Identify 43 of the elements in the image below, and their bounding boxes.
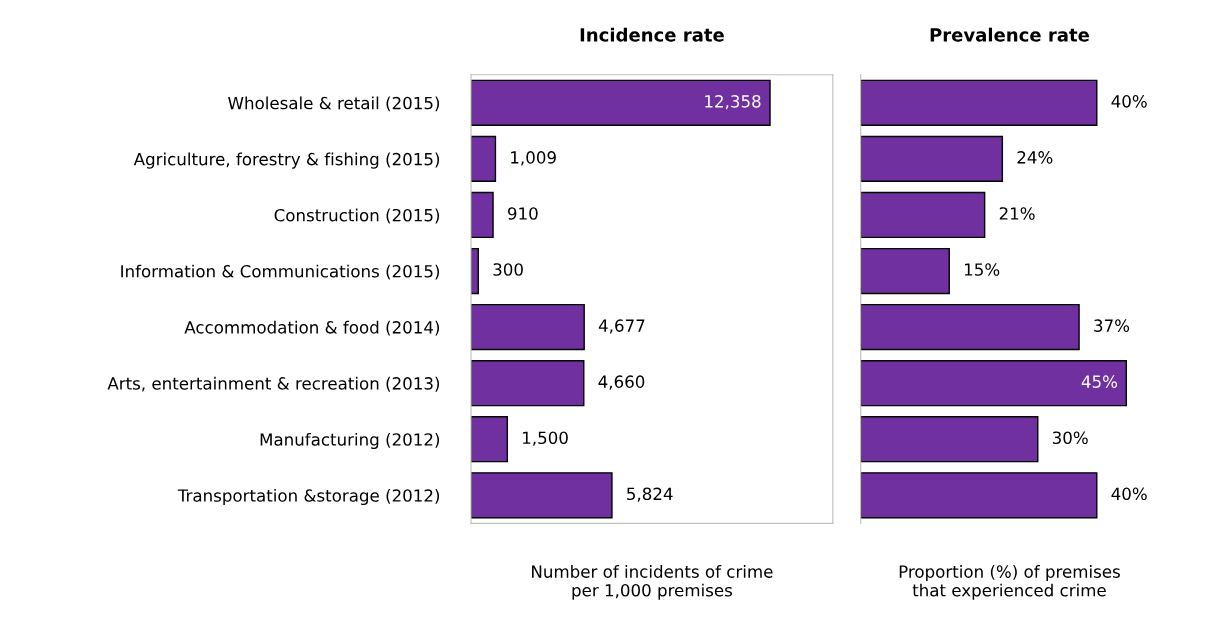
- bar: [471, 416, 509, 463]
- y-tick-label: Arts, entertainment & recreation (2013): [107, 376, 440, 392]
- bar: [471, 135, 497, 182]
- data-label: 40%: [1111, 487, 1147, 501]
- data-label: 12,358: [705, 95, 761, 110]
- bar: [471, 191, 494, 239]
- chart-title: Incidence rate: [580, 27, 724, 42]
- bar: [860, 303, 1080, 351]
- y-tick-label: Accommodation & food (2014): [184, 320, 440, 336]
- y-tick-label: Agriculture, forestry & fishing (2015): [133, 152, 440, 169]
- data-label: 4,660: [598, 375, 645, 390]
- bar: [471, 472, 613, 519]
- data-label: 1,009: [511, 151, 556, 166]
- bar: [471, 79, 771, 126]
- bar: [860, 416, 1039, 463]
- chart-title: Prevalence rate: [930, 27, 1089, 42]
- bar: [471, 303, 585, 351]
- bar: [860, 135, 1004, 182]
- data-label: 910: [507, 207, 538, 220]
- bar: [860, 360, 1127, 407]
- bar: [860, 247, 950, 295]
- bar: [860, 472, 1098, 519]
- data-label: 45%: [1081, 375, 1118, 388]
- data-label: 15%: [964, 263, 1000, 276]
- x-axis-title: Proportion (%) of premises that experienced crime: [899, 564, 1120, 600]
- data-label: 30%: [1052, 431, 1088, 445]
- data-label: 24%: [1017, 151, 1053, 164]
- data-label: 300: [493, 263, 523, 276]
- data-label: 37%: [1094, 319, 1130, 332]
- data-label: 21%: [999, 207, 1035, 220]
- y-tick-label: Manufacturing (2012): [260, 432, 440, 450]
- y-tick-label: Construction (2015): [274, 208, 440, 224]
- data-label: 5,824: [627, 487, 673, 502]
- x-axis-title: Number of incidents of crime per 1,000 premises: [532, 564, 773, 600]
- bar: [860, 191, 986, 239]
- bar: [860, 79, 1098, 126]
- data-label: 4,677: [598, 319, 645, 334]
- y-tick-label: Wholesale & retail (2015): [228, 96, 440, 112]
- y-tick-label: Transportation &storage (2012): [177, 488, 440, 506]
- data-label: 1,500: [523, 431, 568, 446]
- bar: [471, 360, 585, 407]
- data-label: 40%: [1111, 95, 1147, 108]
- y-tick-label: Information & Communications (2015): [121, 264, 440, 280]
